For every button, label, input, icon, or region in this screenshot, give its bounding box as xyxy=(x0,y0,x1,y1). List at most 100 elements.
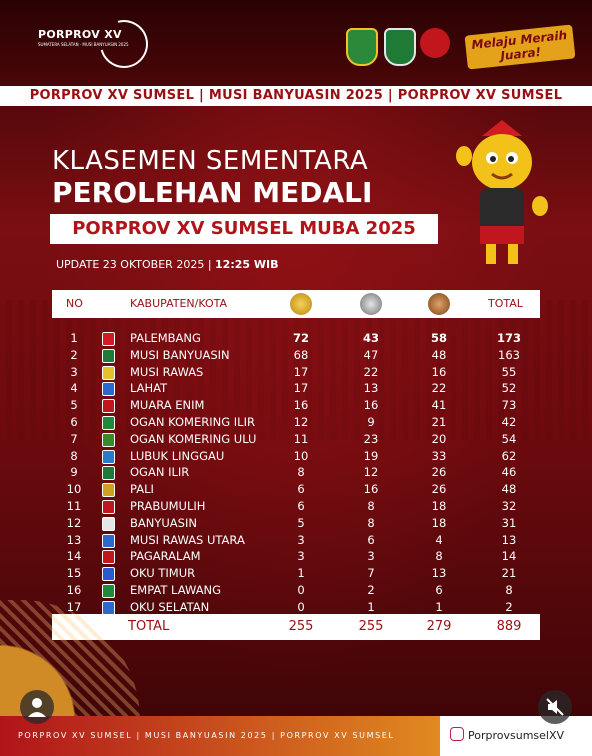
row-rank: 8 xyxy=(70,448,78,463)
row-region-name: PRABUMULIH xyxy=(130,498,206,513)
row-bronze: 18 xyxy=(431,515,447,530)
row-gold: 72 xyxy=(292,331,309,345)
row-bronze: 21 xyxy=(431,414,447,429)
regency-emblem-icon xyxy=(384,28,416,66)
header: PORPROV XV SUMATERA SELATAN · MUSI BANYU… xyxy=(0,0,592,86)
row-silver: 22 xyxy=(363,364,379,379)
row-rank: 6 xyxy=(70,414,78,429)
row-total: 32 xyxy=(501,498,517,513)
row-silver: 12 xyxy=(363,465,379,480)
row-gold: 68 xyxy=(293,347,309,362)
row-total: 13 xyxy=(501,532,517,547)
user-icon xyxy=(28,698,46,717)
table-row: 16 EMPAT LAWANG 0 2 6 8 xyxy=(52,582,540,599)
row-rank: 15 xyxy=(66,566,82,581)
row-total: 31 xyxy=(501,515,517,530)
row-silver: 9 xyxy=(367,414,375,429)
table-row: 9 OGAN ILIR 8 12 26 46 xyxy=(52,464,540,481)
header-no: NO xyxy=(66,297,83,310)
table-row: 4 LAHAT 17 13 22 52 xyxy=(52,380,540,397)
row-gold: 17 xyxy=(293,364,309,379)
row-gold: 11 xyxy=(293,431,309,446)
table-row: 8 LUBUK LINGGAU 10 19 33 62 xyxy=(52,448,540,465)
row-gold: 0 xyxy=(297,582,305,597)
row-gold: 0 xyxy=(297,599,305,614)
row-rank: 9 xyxy=(70,465,78,480)
row-rank: 5 xyxy=(70,398,78,413)
row-rank: 2 xyxy=(70,347,78,362)
row-total: 62 xyxy=(501,448,517,463)
row-silver: 2 xyxy=(367,582,375,597)
row-total: 14 xyxy=(501,549,517,564)
mute-button[interactable] xyxy=(538,690,572,724)
update-timestamp: UPDATE 23 OKTOBER 2025 | 12:25 WIB xyxy=(56,258,279,271)
row-rank: 11 xyxy=(66,498,82,513)
region-emblem-icon xyxy=(102,415,115,430)
row-total: 46 xyxy=(501,465,517,480)
row-bronze: 22 xyxy=(431,381,447,396)
row-bronze: 26 xyxy=(431,482,447,497)
row-bronze: 41 xyxy=(431,398,447,413)
row-region-name: PALI xyxy=(130,482,154,497)
row-silver: 7 xyxy=(367,566,375,581)
tagline-badge: Melaju Meraih Juara! xyxy=(464,24,576,70)
row-gold: 3 xyxy=(297,532,305,547)
row-bronze: 58 xyxy=(430,331,447,345)
row-rank: 16 xyxy=(66,582,82,597)
row-region-name: MUSI BANYUASIN xyxy=(130,347,230,362)
region-emblem-icon xyxy=(102,432,115,447)
row-bronze: 8 xyxy=(435,549,443,564)
region-emblem-icon xyxy=(102,533,115,548)
row-region-name: MUARA ENIM xyxy=(130,398,205,413)
profile-button[interactable] xyxy=(20,690,54,724)
row-silver: 6 xyxy=(367,532,375,547)
update-time: 12:25 WIB xyxy=(215,258,279,271)
row-gold: 8 xyxy=(297,465,305,480)
row-silver: 43 xyxy=(362,331,379,345)
row-region-name: PAGARALAM xyxy=(130,549,201,564)
instagram-text: PorprovsumselXV xyxy=(468,729,565,742)
update-date: UPDATE 23 OKTOBER 2025 | xyxy=(56,258,212,271)
instagram-handle[interactable]: PorprovsumselXV xyxy=(440,716,592,756)
row-total: 48 xyxy=(501,482,517,497)
row-bronze: 18 xyxy=(431,498,447,513)
region-emblem-icon xyxy=(102,382,115,397)
row-rank: 12 xyxy=(66,515,82,530)
row-region-name: OGAN KOMERING ULU xyxy=(130,431,257,446)
top-banner: PORPROV XV SUMSEL | MUSI BANYUASIN 2025 … xyxy=(0,86,592,106)
logo-title: PORPROV XV xyxy=(38,28,122,41)
table-row: 7 OGAN KOMERING ULU 11 23 20 54 xyxy=(52,431,540,448)
row-bronze: 33 xyxy=(431,448,447,463)
table-row: 2 MUSI BANYUASIN 68 47 48 163 xyxy=(52,347,540,364)
row-gold: 17 xyxy=(293,381,309,396)
totals-gold: 255 xyxy=(288,619,314,634)
porprov-logo: PORPROV XV SUMATERA SELATAN · MUSI BANYU… xyxy=(38,11,157,77)
region-emblem-icon xyxy=(102,483,115,498)
row-region-name: OGAN ILIR xyxy=(130,465,190,480)
row-total: 21 xyxy=(501,566,517,581)
row-region-name: LAHAT xyxy=(130,381,168,396)
province-emblem-icon xyxy=(346,28,378,66)
row-total: 54 xyxy=(501,431,517,446)
row-gold: 10 xyxy=(293,448,309,463)
totals-silver: 255 xyxy=(358,619,384,634)
koni-emblem-icon xyxy=(420,28,450,58)
table-row: 6 OGAN KOMERING ILIR 12 9 21 42 xyxy=(52,414,540,431)
table-row: 14 PAGARALAM 3 3 8 14 xyxy=(52,548,540,565)
row-total: 42 xyxy=(501,414,517,429)
row-rank: 4 xyxy=(70,381,78,396)
row-bronze: 4 xyxy=(435,532,443,547)
row-bronze: 20 xyxy=(431,431,447,446)
row-total: 55 xyxy=(501,364,517,379)
region-emblem-icon xyxy=(102,499,115,514)
row-total: 73 xyxy=(501,398,517,413)
table-row: 17 OKU SELATAN 0 1 1 2 xyxy=(52,599,540,616)
region-emblem-icon xyxy=(102,550,115,565)
title-line-2: PEROLEHAN MEDALI xyxy=(52,176,373,209)
row-rank: 1 xyxy=(70,331,78,345)
row-gold: 6 xyxy=(297,482,305,497)
silver-medal-icon xyxy=(360,293,382,315)
table-row: 11 PRABUMULIH 6 8 18 32 xyxy=(52,498,540,515)
region-emblem-icon xyxy=(102,567,115,582)
row-silver: 8 xyxy=(367,515,375,530)
